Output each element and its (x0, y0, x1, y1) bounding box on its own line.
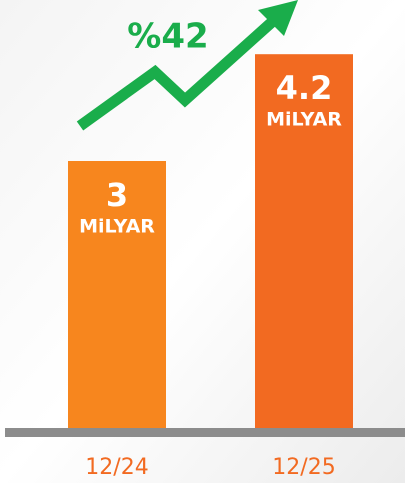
value-label: 3 (106, 176, 128, 214)
value-label: 4.2 (276, 69, 333, 107)
baseline (5, 428, 405, 437)
bar (68, 161, 166, 428)
x-tick-label: 12/24 (85, 455, 148, 480)
trend-arrow (76, 17, 276, 131)
arrow-head (258, 0, 298, 36)
bar (255, 54, 353, 428)
annotation: %42 (127, 17, 208, 57)
unit-label: MiLYAR (79, 216, 155, 238)
x-tick-label: 12/25 (272, 455, 335, 480)
unit-label: MiLYAR (266, 109, 342, 131)
